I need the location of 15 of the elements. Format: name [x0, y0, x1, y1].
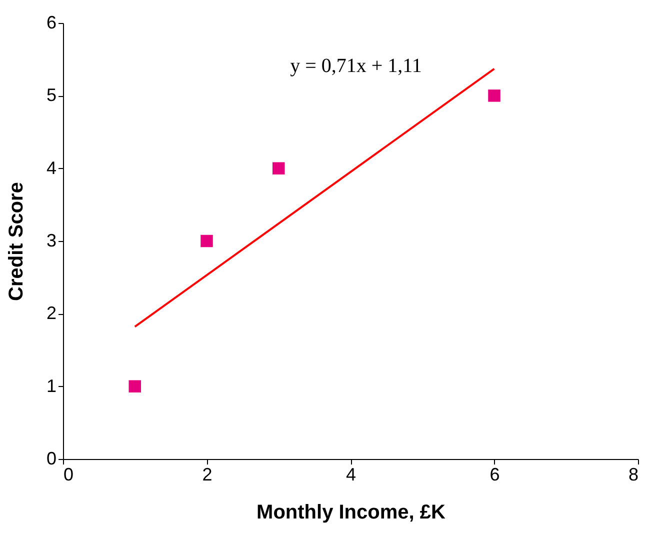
- x-tick-label: 6: [490, 464, 500, 484]
- y-tick-label: 3: [46, 230, 56, 250]
- y-tick-label: 6: [46, 12, 56, 32]
- y-tick-label: 0: [46, 448, 56, 468]
- x-tick-label: 4: [346, 464, 356, 484]
- y-tick-label: 2: [46, 303, 56, 324]
- y-tick-label: 4: [46, 158, 56, 178]
- x-tick-label: 2: [202, 464, 212, 484]
- y-tick-label: 5: [46, 85, 56, 106]
- x-tick-label: 8: [628, 464, 638, 484]
- y-tick-label: 1: [46, 376, 56, 396]
- y-axis-title: Credit Score: [5, 182, 28, 301]
- x-tick-label: 0: [64, 464, 74, 484]
- x-axis-title: Monthly Income, £K: [256, 502, 446, 524]
- annotation: y = 0,71x + 1,11: [290, 55, 422, 77]
